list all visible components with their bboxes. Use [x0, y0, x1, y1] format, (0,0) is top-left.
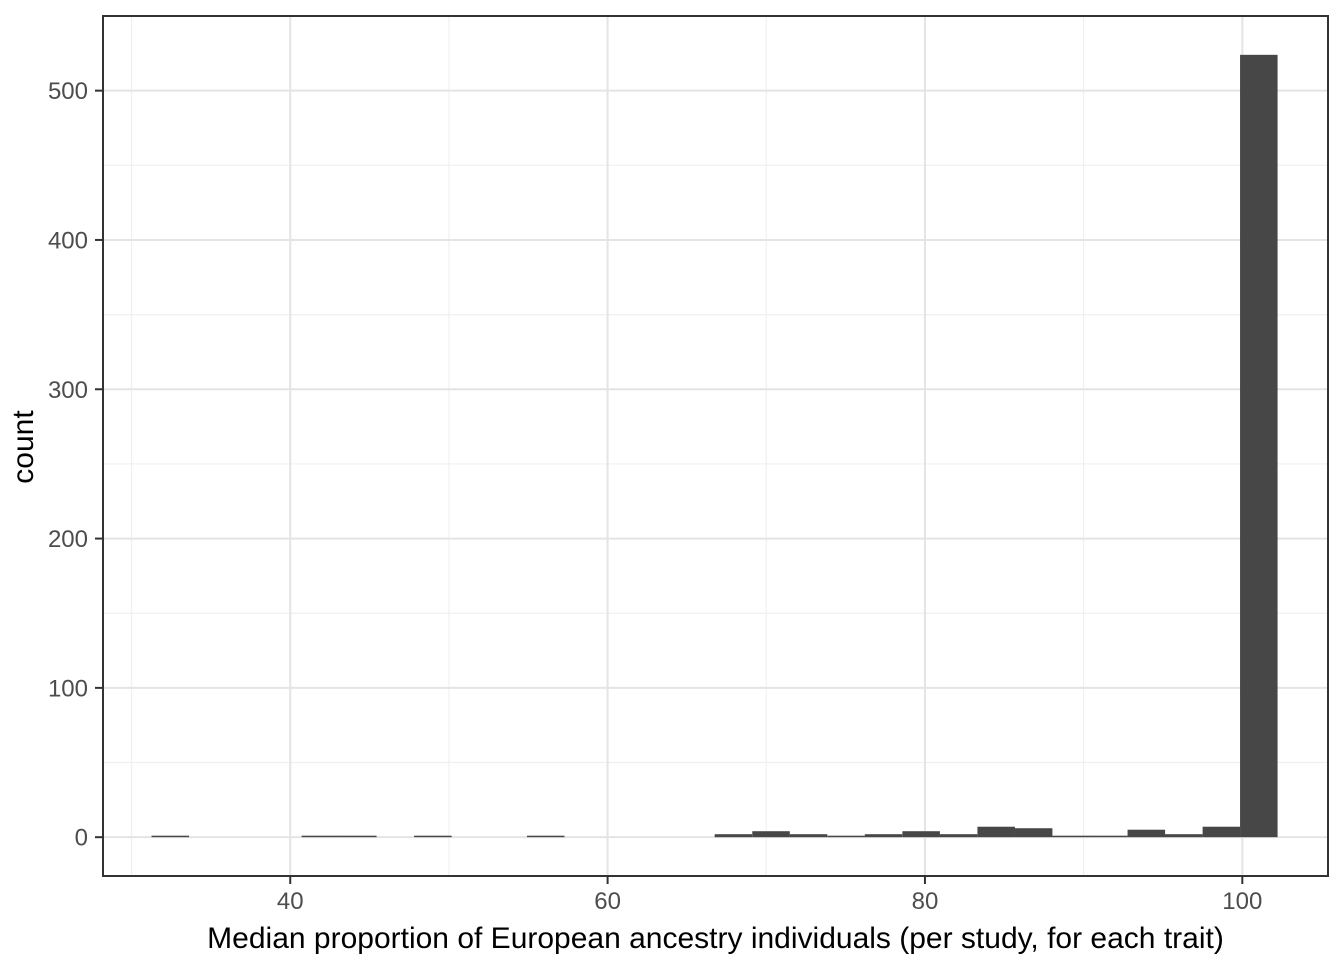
- histogram-bar: [151, 835, 190, 838]
- histogram-bar: [301, 835, 340, 838]
- histogram-bar: [714, 834, 753, 838]
- histogram-bar: [827, 835, 865, 838]
- panel-border: [102, 15, 1329, 877]
- y-tick-label: 100: [48, 675, 88, 702]
- histogram-bar: [1240, 54, 1278, 838]
- histogram-bar: [1089, 835, 1128, 838]
- histogram-bar: [414, 835, 452, 838]
- histogram-bar: [339, 835, 377, 838]
- histogram-bar: [1202, 826, 1241, 838]
- histogram-bar: [939, 834, 978, 838]
- histogram-bar: [902, 831, 940, 838]
- histogram-bar: [789, 834, 828, 838]
- x-tick-label: 80: [912, 888, 939, 915]
- x-tick-label: 100: [1222, 888, 1262, 915]
- histogram-bar: [752, 831, 790, 838]
- histogram-bar: [977, 826, 1015, 838]
- x-axis-title: Median proportion of European ancestry i…: [207, 922, 1224, 955]
- histogram-bar: [526, 835, 565, 838]
- histogram-bar: [1052, 835, 1091, 838]
- histogram-bar: [1164, 834, 1203, 838]
- panel-background: [103, 16, 1328, 876]
- y-tick-label: 400: [48, 227, 88, 254]
- y-tick-label: 500: [48, 78, 88, 105]
- histogram-bar: [1127, 829, 1166, 838]
- histogram-bar: [864, 834, 903, 838]
- histogram-bar: [1014, 828, 1053, 838]
- y-tick-label: 200: [48, 526, 88, 553]
- y-tick-label: 300: [48, 377, 88, 404]
- x-tick-label: 60: [594, 888, 621, 915]
- y-tick-label: 0: [75, 825, 88, 852]
- y-axis-title: count: [7, 410, 40, 484]
- x-tick-label: 40: [277, 888, 304, 915]
